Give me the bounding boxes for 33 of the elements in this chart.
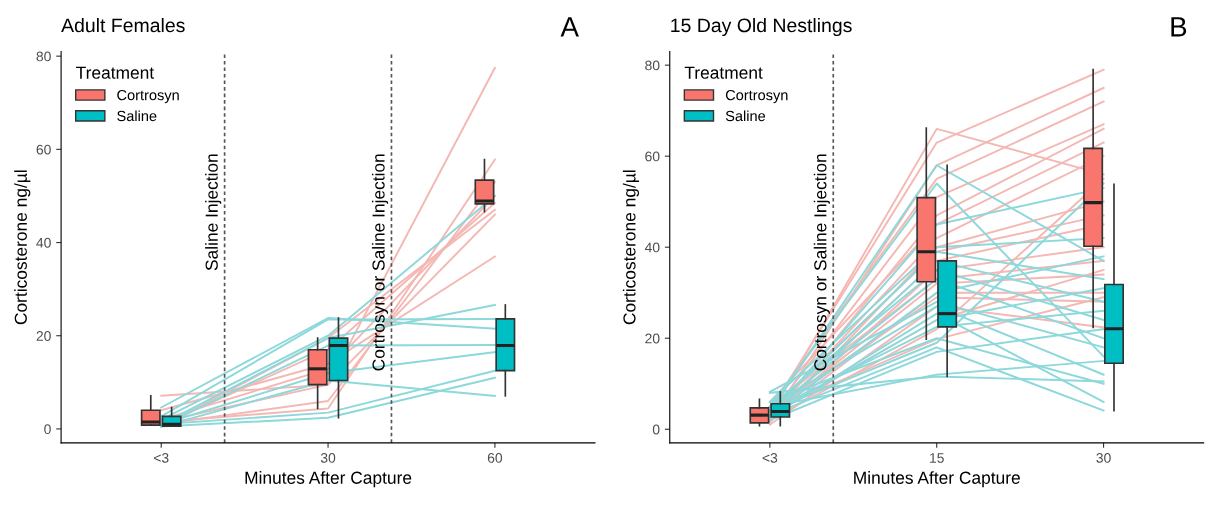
legend-title: Treatment (684, 66, 763, 79)
x-axis-title: Minutes After Capture (245, 471, 412, 488)
legend-label: Saline (725, 110, 766, 122)
text: B (1171, 17, 1187, 37)
x-axis-title: Minutes After Capture (854, 471, 1020, 488)
x-tick-label: <3 (762, 452, 778, 463)
y-tick-label: 20 (645, 333, 660, 344)
annotation: Cortrosyn or Saline Injection (813, 154, 830, 371)
y-tick-label: 80 (36, 51, 51, 62)
y-tick-label: 20 (36, 331, 51, 341)
y-tick-label: 40 (36, 237, 51, 248)
chart-title: Adult Females (61, 17, 185, 33)
legend-label: Saline (117, 110, 157, 122)
x-tick-label: 15 (930, 453, 944, 463)
x-tick-label: 30 (1096, 452, 1111, 463)
annotation: Cortrosyn or Saline Injection (371, 154, 389, 371)
y-tick-label: 0 (44, 424, 51, 435)
y-tick-label: 60 (36, 144, 51, 155)
y-tick-label: 80 (645, 60, 660, 71)
x-tick-label: <3 (153, 452, 169, 463)
legend-label: Cortrosyn (117, 89, 179, 104)
y-axis-title: Corticosterone ng/µl (622, 170, 640, 325)
x-tick-label: 30 (320, 452, 336, 463)
x-tick-label: 60 (487, 452, 503, 463)
y-tick-label: 40 (644, 242, 660, 253)
y-tick-label: 0 (652, 424, 660, 435)
legend-label: Cortrosyn (725, 89, 788, 104)
chart-title: 15 Day Old Nestlings (671, 17, 852, 37)
y-axis-title: Corticosterone ng/µl (14, 170, 31, 325)
text: A (560, 17, 579, 37)
legend-title: Treatment (76, 66, 155, 79)
annotation: Saline Injection (205, 154, 222, 271)
y-tick-label: 60 (645, 151, 660, 162)
